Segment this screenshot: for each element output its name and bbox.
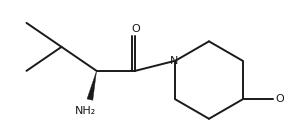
Polygon shape — [87, 71, 97, 100]
Text: N: N — [170, 56, 178, 66]
Text: O: O — [275, 94, 284, 104]
Text: O: O — [131, 24, 140, 34]
Text: NH₂: NH₂ — [75, 106, 96, 116]
